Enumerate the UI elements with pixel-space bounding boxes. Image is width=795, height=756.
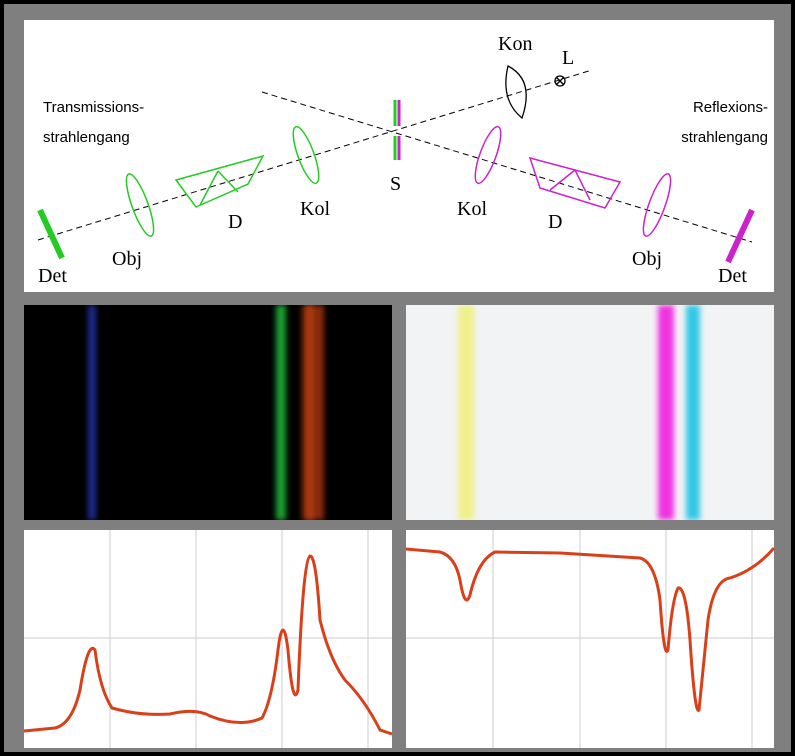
condenser-lamp: [505, 65, 566, 120]
label: Kon: [498, 33, 532, 55]
emission-spectrum: [24, 305, 392, 520]
label: D: [548, 211, 562, 233]
label: D: [228, 211, 242, 233]
label: Kol: [300, 198, 330, 220]
left-path-label: strahlengang: [43, 129, 130, 146]
label: Det: [718, 265, 747, 287]
labels: Transmissions- strahlengang Reflexions- …: [38, 33, 768, 287]
absorption-spectrum: [406, 305, 774, 520]
transmission-optics: [37, 125, 320, 260]
right-path-label: Reflexions-: [693, 99, 768, 116]
reflection-optics: [474, 125, 755, 264]
label: Obj: [112, 248, 142, 270]
label: L: [562, 47, 574, 69]
right-path-label: strahlengang: [681, 129, 768, 146]
absorption-plot: [405, 530, 776, 748]
label: S: [390, 173, 401, 195]
beam-lines: [37, 69, 753, 243]
label: Obj: [632, 248, 662, 270]
left-path-label: Transmissions-: [43, 99, 144, 116]
label: Kol: [457, 198, 487, 220]
slit: [393, 100, 401, 160]
label: Det: [38, 265, 67, 287]
emission-plot: [23, 530, 393, 748]
